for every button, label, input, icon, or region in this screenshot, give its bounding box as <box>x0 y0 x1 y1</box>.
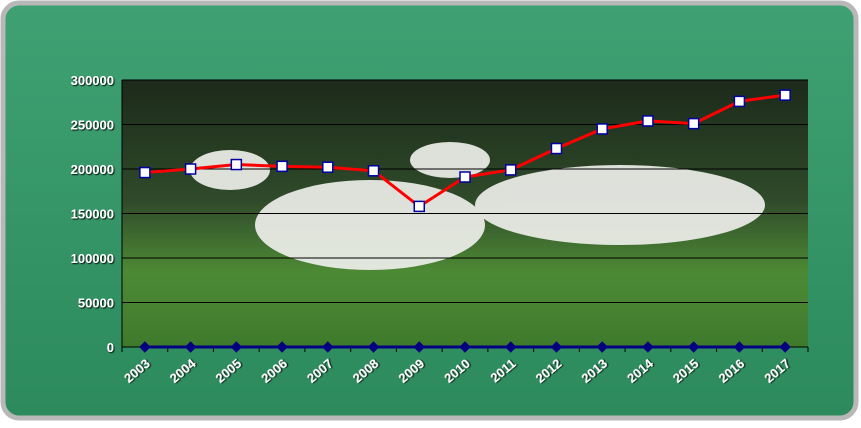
marker <box>596 341 608 353</box>
marker <box>413 341 425 353</box>
marker <box>184 163 197 175</box>
marker <box>687 341 700 353</box>
y-tick-label: 150000 <box>71 207 114 222</box>
marker <box>322 161 334 173</box>
y-tick-label: 200000 <box>71 162 114 177</box>
marker <box>550 142 563 155</box>
marker <box>687 117 700 130</box>
marker <box>733 95 746 108</box>
marker <box>596 123 608 135</box>
marker <box>230 158 243 171</box>
marker <box>642 341 654 353</box>
marker <box>139 166 151 179</box>
marker <box>276 160 288 173</box>
marker <box>504 164 517 176</box>
marker <box>505 341 517 353</box>
y-tick-label: 100000 <box>71 251 114 266</box>
marker <box>642 115 654 127</box>
marker <box>413 200 426 213</box>
marker <box>459 341 471 353</box>
marker <box>733 341 746 353</box>
marker <box>779 89 791 101</box>
y-tick-label: 250000 <box>71 118 114 133</box>
marker <box>367 341 380 353</box>
marker <box>779 341 791 353</box>
marker <box>276 341 288 353</box>
marker <box>184 341 197 353</box>
marker <box>367 165 380 177</box>
marker <box>230 341 243 353</box>
y-tick-label: 300000 <box>71 73 114 88</box>
y-tick-label: 50000 <box>78 296 114 311</box>
marker <box>322 341 334 353</box>
marker <box>550 341 563 353</box>
marker <box>139 341 151 353</box>
marker <box>459 171 471 183</box>
y-tick-label: 0 <box>107 340 114 355</box>
